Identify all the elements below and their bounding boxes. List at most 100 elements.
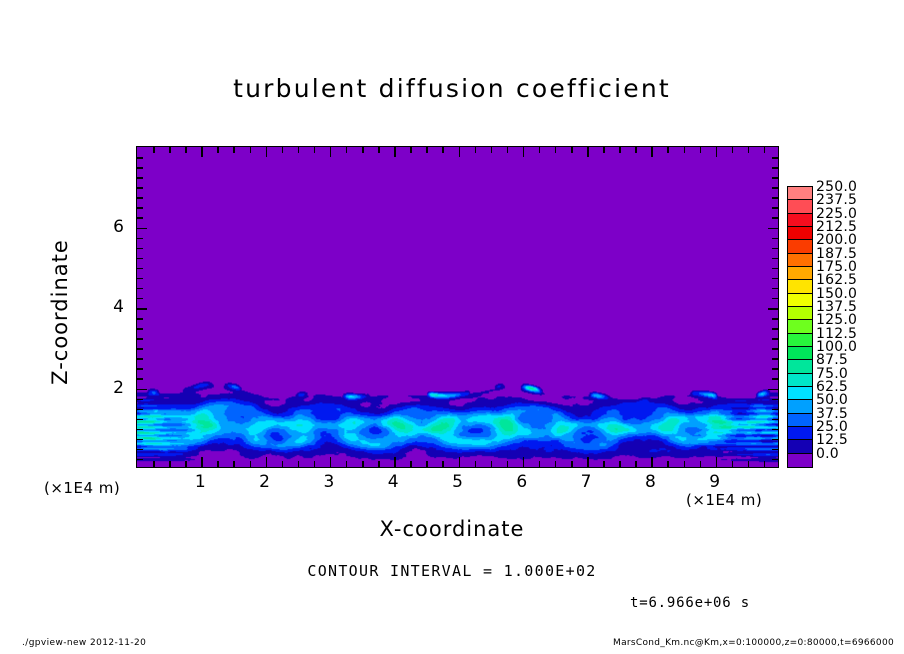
x-tick xyxy=(522,457,525,467)
y-tick xyxy=(137,418,143,421)
y-tick xyxy=(137,318,143,320)
y-tick xyxy=(137,277,143,280)
x-tick xyxy=(538,461,541,467)
x-tick-top xyxy=(571,147,573,153)
x-tick xyxy=(731,461,734,467)
x-tick-top xyxy=(233,147,235,153)
x-tick xyxy=(169,461,171,467)
x-axis-label: X-coordinate xyxy=(379,517,525,541)
x-tick-top xyxy=(426,147,428,153)
y-tick xyxy=(137,328,143,330)
colorbar-band xyxy=(788,400,812,414)
x-tick xyxy=(458,457,460,467)
y-tick xyxy=(137,448,143,451)
x-tick-top xyxy=(249,147,252,153)
colorbar-band xyxy=(788,373,812,387)
y-tick-right xyxy=(772,237,778,240)
colorbar-tick-label: 150.0 xyxy=(816,285,858,302)
y-axis-unit-label: (×1E4 m) xyxy=(44,479,121,497)
colorbar-band xyxy=(788,346,812,361)
colorbar-tick-label: 0.0 xyxy=(816,445,839,462)
colorbar-tick-label: 162.5 xyxy=(816,272,858,289)
x-tick-top xyxy=(554,147,557,153)
colorbar-band xyxy=(788,293,812,307)
x-tick xyxy=(362,461,364,467)
y-tick xyxy=(137,257,143,260)
x-tick-top xyxy=(378,147,380,153)
x-tick xyxy=(603,461,605,467)
colorbar-tick-label: 212.5 xyxy=(816,219,858,235)
y-tick-right xyxy=(772,408,778,411)
colorbar-band xyxy=(788,386,812,401)
y-tick xyxy=(137,247,143,250)
x-tick-top xyxy=(265,147,268,157)
x-tick-top xyxy=(313,147,316,153)
x-tick-top xyxy=(410,147,412,153)
x-tick-top xyxy=(763,147,766,153)
y-tick-right xyxy=(772,197,778,199)
colorbar-tick-label: 25.0 xyxy=(816,419,848,435)
x-tick-label: 3 xyxy=(323,472,335,492)
y-tick xyxy=(137,167,143,169)
x-tick xyxy=(185,461,187,467)
colorbar-tick-label: 87.5 xyxy=(816,352,848,369)
x-tick xyxy=(699,461,702,467)
footer-command-text: ./gpview-new 2012-11-20 xyxy=(22,638,147,648)
colorbar-band xyxy=(788,187,812,201)
x-tick xyxy=(217,461,219,467)
y-tick xyxy=(137,408,143,411)
x-tick-label: 7 xyxy=(580,472,592,492)
x-tick-top xyxy=(458,147,460,157)
colorbar-band xyxy=(788,266,812,281)
colorbar-tick-label: 125.0 xyxy=(816,312,858,329)
x-axis-unit-label: (×1E4 m) xyxy=(686,491,763,509)
colorbar xyxy=(787,186,813,468)
x-tick-top xyxy=(394,147,396,157)
x-tick xyxy=(313,461,316,467)
x-tick-label: 2 xyxy=(259,472,270,492)
y-tick-label: 2 xyxy=(113,377,124,398)
x-tick xyxy=(554,461,557,467)
colorbar-band xyxy=(788,360,812,374)
x-tick-top xyxy=(329,147,332,157)
colorbar-tick-label: 187.5 xyxy=(816,245,858,262)
y-tick xyxy=(137,368,143,370)
colorbar-tick-label: 75.0 xyxy=(816,365,848,382)
x-tick-top xyxy=(345,147,348,153)
y-tick-right xyxy=(772,398,778,401)
colorbar-tick-label: 237.5 xyxy=(816,192,858,209)
y-tick xyxy=(137,388,147,390)
y-tick-right xyxy=(772,267,778,270)
y-tick-right xyxy=(772,157,778,159)
y-tick-right xyxy=(772,287,778,290)
x-tick xyxy=(378,461,380,467)
x-tick xyxy=(571,461,573,467)
y-tick-right xyxy=(772,277,778,280)
y-tick xyxy=(137,428,143,431)
y-tick-right xyxy=(772,448,778,451)
colorbar-band xyxy=(788,253,812,267)
x-tick xyxy=(474,461,477,467)
colorbar-tick-label: 175.0 xyxy=(816,259,858,275)
x-tick-top xyxy=(635,147,637,153)
x-tick-top xyxy=(699,147,702,153)
colorbar-band xyxy=(788,226,812,241)
y-tick xyxy=(137,378,143,380)
y-tick-right xyxy=(772,207,778,209)
x-tick-top xyxy=(506,147,509,153)
y-tick-right xyxy=(772,297,778,300)
y-tick xyxy=(137,458,143,461)
y-tick xyxy=(137,157,143,159)
contour-interval-note: CONTOUR INTERVAL = 1.000E+02 xyxy=(307,562,597,580)
y-tick xyxy=(137,237,143,240)
x-tick xyxy=(281,461,284,467)
x-tick-top xyxy=(587,147,589,157)
y-tick-right xyxy=(772,428,778,431)
x-tick xyxy=(297,461,300,467)
colorbar-band xyxy=(788,306,812,321)
x-tick-top xyxy=(619,147,621,153)
x-tick-top xyxy=(603,147,605,153)
colorbar-tick-labels: 250.0 237.5 225.0 212.5 200.0 187.5 175.0 162.5… xyxy=(816,178,886,474)
y-tick-right xyxy=(772,167,778,169)
y-tick xyxy=(137,177,143,179)
